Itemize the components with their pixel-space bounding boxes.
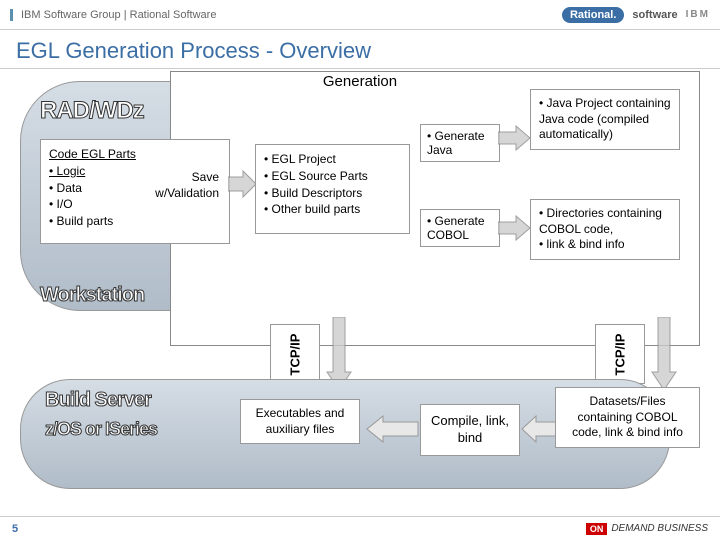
generate-java-box: • Generate Java <box>420 124 500 162</box>
arrow-icon <box>520 414 558 444</box>
egl-item: • EGL Source Parts <box>264 168 401 185</box>
generation-label: Generation <box>323 73 397 90</box>
tcpip-box: TCP/IP <box>595 324 645 384</box>
egl-item: • EGL Project <box>264 151 401 168</box>
on-icon: ON <box>586 523 608 535</box>
rational-badge: Rational. <box>562 7 624 23</box>
demand-text: DEMAND BUSINESS <box>611 523 708 534</box>
tcpip-box: TCP/IP <box>270 324 320 384</box>
radwdz-label: RAD/WDz <box>40 97 144 125</box>
arrow-icon <box>498 214 532 242</box>
egl-project-box: • EGL Project • EGL Source Parts • Build… <box>255 144 410 234</box>
egl-item: • Build Descriptors <box>264 185 401 202</box>
arrow-icon <box>498 124 532 152</box>
ibm-logo: IBM <box>686 9 710 20</box>
code-item: • Build parts <box>49 213 221 230</box>
diagram: Generation RAD/WDz Workstation Code EGL … <box>0 69 720 519</box>
zos-label: z/OS or ISeries <box>45 419 157 440</box>
tcpip-label: TCP/IP <box>613 333 628 375</box>
build-server-label: Build Server <box>45 389 151 412</box>
code-heading: Code EGL Parts <box>49 146 221 163</box>
tcpip-label: TCP/IP <box>288 333 303 375</box>
generate-cobol-box: • Generate COBOL <box>420 209 500 247</box>
header-right: Rational. software IBM <box>562 7 710 23</box>
datasets-box: Datasets/Files containing COBOL code, li… <box>555 387 700 448</box>
compile-box: Compile, link, bind <box>420 404 520 456</box>
directories-box: • Directories containing COBOL code, • l… <box>530 199 680 260</box>
executables-box: Executables and auxiliary files <box>240 399 360 444</box>
header-group: IBM Software Group | Rational Software <box>10 9 216 21</box>
header: IBM Software Group | Rational Software R… <box>0 0 720 30</box>
java-project-box: • Java Project containing Java code (com… <box>530 89 680 150</box>
save-label: Save w/Validation <box>155 170 219 201</box>
egl-item: • Other build parts <box>264 201 401 218</box>
footer: 5 ON DEMAND BUSINESS <box>0 516 720 540</box>
arrow-icon <box>650 317 678 392</box>
arrow-icon <box>228 169 258 199</box>
ondemand-badge: ON DEMAND BUSINESS <box>586 523 708 535</box>
arrow-icon <box>365 414 420 444</box>
software-text: software <box>632 9 677 21</box>
code-egl-box: Code EGL Parts • Logic • Data • I/O • Bu… <box>40 139 230 244</box>
page-title: EGL Generation Process - Overview <box>0 30 720 69</box>
page-number: 5 <box>12 523 18 535</box>
workstation-label: Workstation <box>40 284 144 307</box>
